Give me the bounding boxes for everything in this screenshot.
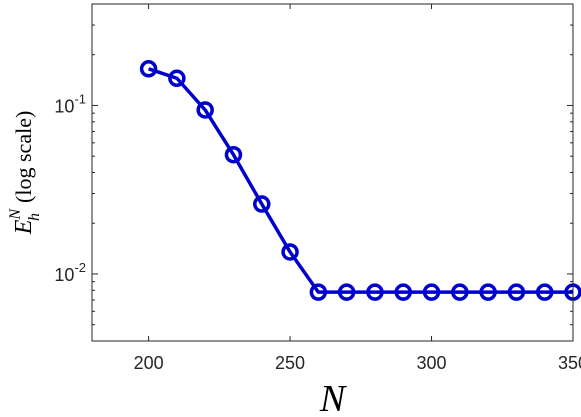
data-point bbox=[394, 283, 412, 301]
x-tick-label: 200 bbox=[134, 353, 164, 373]
x-tick-label: 250 bbox=[275, 353, 305, 373]
tick-layer: 200 250 300 350 10-2 10-1 bbox=[54, 3, 581, 373]
data-point bbox=[139, 60, 158, 78]
data-point bbox=[535, 283, 554, 301]
y-label-superscript: N bbox=[7, 208, 24, 221]
data-point bbox=[224, 145, 243, 164]
data-point bbox=[366, 283, 384, 301]
y-tick-label: 10-2 bbox=[54, 260, 86, 285]
y-axis-label: EN h (log scale) bbox=[7, 111, 43, 236]
y-label-subscript: h bbox=[26, 213, 43, 221]
x-axis-label: N bbox=[319, 378, 348, 417]
data-point bbox=[253, 195, 271, 213]
series-line bbox=[148, 67, 573, 294]
data-point bbox=[168, 69, 186, 88]
data-point bbox=[507, 283, 526, 301]
x-tick-label: 300 bbox=[417, 353, 447, 373]
data-point bbox=[309, 283, 328, 301]
y-label-suffix: (log scale) bbox=[11, 111, 36, 203]
data-point bbox=[479, 283, 497, 301]
data-point bbox=[281, 243, 299, 261]
series-layer bbox=[139, 60, 581, 301]
label-layer: N EN h(log scale) bbox=[7, 111, 348, 417]
data-point bbox=[337, 283, 356, 301]
y-tick-label: 10-1 bbox=[54, 91, 86, 116]
data-point bbox=[451, 283, 469, 301]
x-tick-label: 350 bbox=[558, 353, 581, 373]
data-point bbox=[196, 101, 214, 119]
y-label-symbol: E bbox=[11, 219, 37, 235]
data-point bbox=[422, 283, 441, 301]
